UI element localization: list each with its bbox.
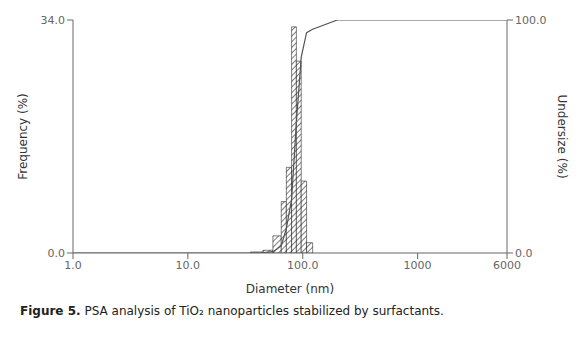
- svg-text:Frequency (%): Frequency (%): [16, 93, 30, 180]
- svg-text:100.0: 100.0: [287, 259, 319, 272]
- html-text:Figure 5. PSA analysis of TiO₂: Figure 5. PSA analysis of TiO₂ nanoparti…: [20, 304, 444, 318]
- svg-text:Diameter (nm): Diameter (nm): [246, 282, 335, 296]
- svg-text:0.0: 0.0: [515, 247, 533, 260]
- svg-text:0.0: 0.0: [48, 247, 66, 260]
- svg-text:100.0: 100.0: [515, 14, 547, 27]
- svg-text:Undersize (%): Undersize (%): [555, 94, 569, 178]
- svg-text:10.0: 10.0: [176, 259, 201, 272]
- svg-text:34.0: 34.0: [41, 14, 66, 27]
- svg-text:6000: 6000: [493, 259, 521, 272]
- svg-text:1000: 1000: [404, 259, 432, 272]
- svg-text:1.0: 1.0: [64, 259, 82, 272]
